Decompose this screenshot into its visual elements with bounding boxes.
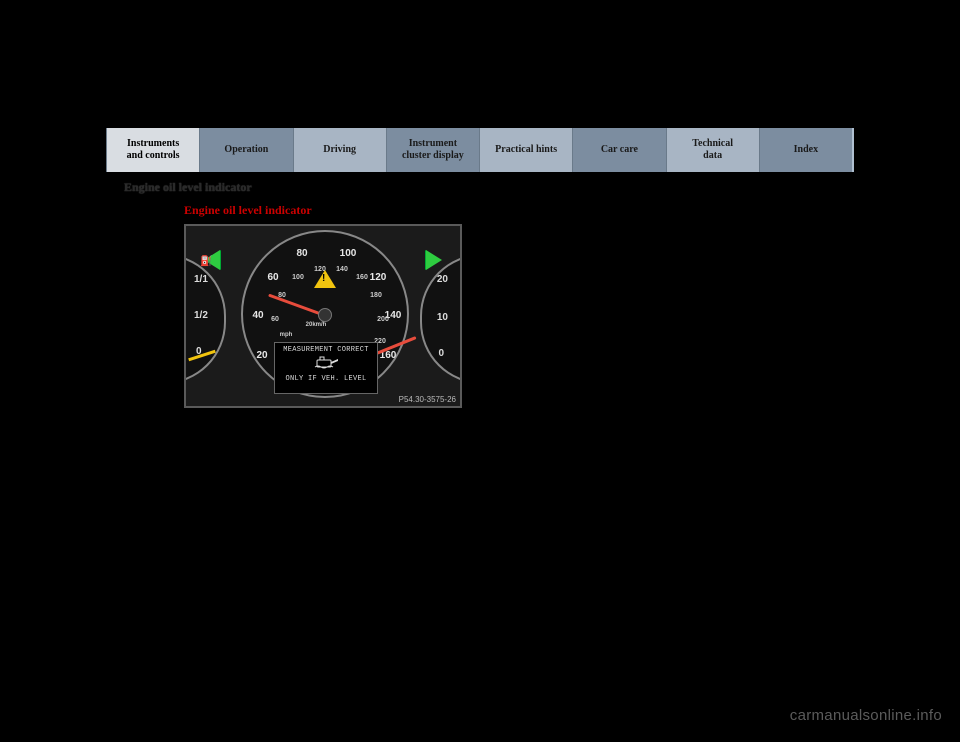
tab-instruments-controls[interactable]: Instruments and controls	[106, 128, 199, 172]
aux-tick: 0	[438, 348, 444, 359]
section-title: Engine oil level indicator	[184, 203, 854, 218]
section-title-shadow: Engine oil level indicator	[124, 180, 854, 195]
unit-kmh: 20km/h	[304, 322, 328, 328]
tab-car-care[interactable]: Car care	[572, 128, 665, 172]
instrument-cluster-figure: ⛽ 20 40 60 80 100 120 140 160 40 60 80 1…	[184, 224, 462, 408]
message-line2: ONLY IF VEH. LEVEL	[277, 375, 375, 384]
figure-id: P54.30-3575-26	[399, 395, 456, 404]
fuel-pump-icon: ⛽	[200, 256, 212, 267]
unit-mph: mph	[274, 332, 298, 338]
speed-tick: 60	[261, 272, 285, 283]
fuel-tick: 1/2	[194, 310, 208, 321]
message-line1: MEASUREMENT CORRECT	[277, 346, 375, 355]
speed-tick: 100	[336, 248, 360, 259]
speed-inner-tick: 200	[371, 316, 395, 323]
speed-inner-tick: 60	[263, 316, 287, 323]
aux-tick: 10	[437, 312, 448, 323]
oil-can-icon	[277, 356, 375, 374]
tab-practical-hints[interactable]: Practical hints	[479, 128, 572, 172]
tab-driving[interactable]: Driving	[293, 128, 386, 172]
nav-tabs: Instruments and controls Operation Drivi…	[106, 128, 854, 172]
tab-index[interactable]: Index	[759, 128, 852, 172]
tab-cluster-display[interactable]: Instrument cluster display	[386, 128, 479, 172]
watermark: carmanualsonline.info	[790, 707, 942, 724]
speed-inner-tick: 180	[364, 292, 388, 299]
speed-needle-hub	[318, 308, 332, 322]
speed-inner-tick: 100	[286, 274, 310, 281]
fuel-tick: 1/1	[194, 274, 208, 285]
speed-tick: 80	[290, 248, 314, 259]
speed-tick: 20	[250, 350, 274, 361]
aux-tick: 20	[437, 274, 448, 285]
tab-technical-data[interactable]: Technical data	[666, 128, 759, 172]
warning-triangle-icon	[314, 270, 336, 288]
turn-signal-right-icon	[426, 250, 442, 270]
cluster-message-box: MEASUREMENT CORRECT ONLY IF VEH. LEVEL	[274, 342, 378, 394]
manual-page: Instruments and controls Operation Drivi…	[106, 128, 854, 408]
tab-operation[interactable]: Operation	[199, 128, 292, 172]
speed-inner-tick: 160	[350, 274, 374, 281]
